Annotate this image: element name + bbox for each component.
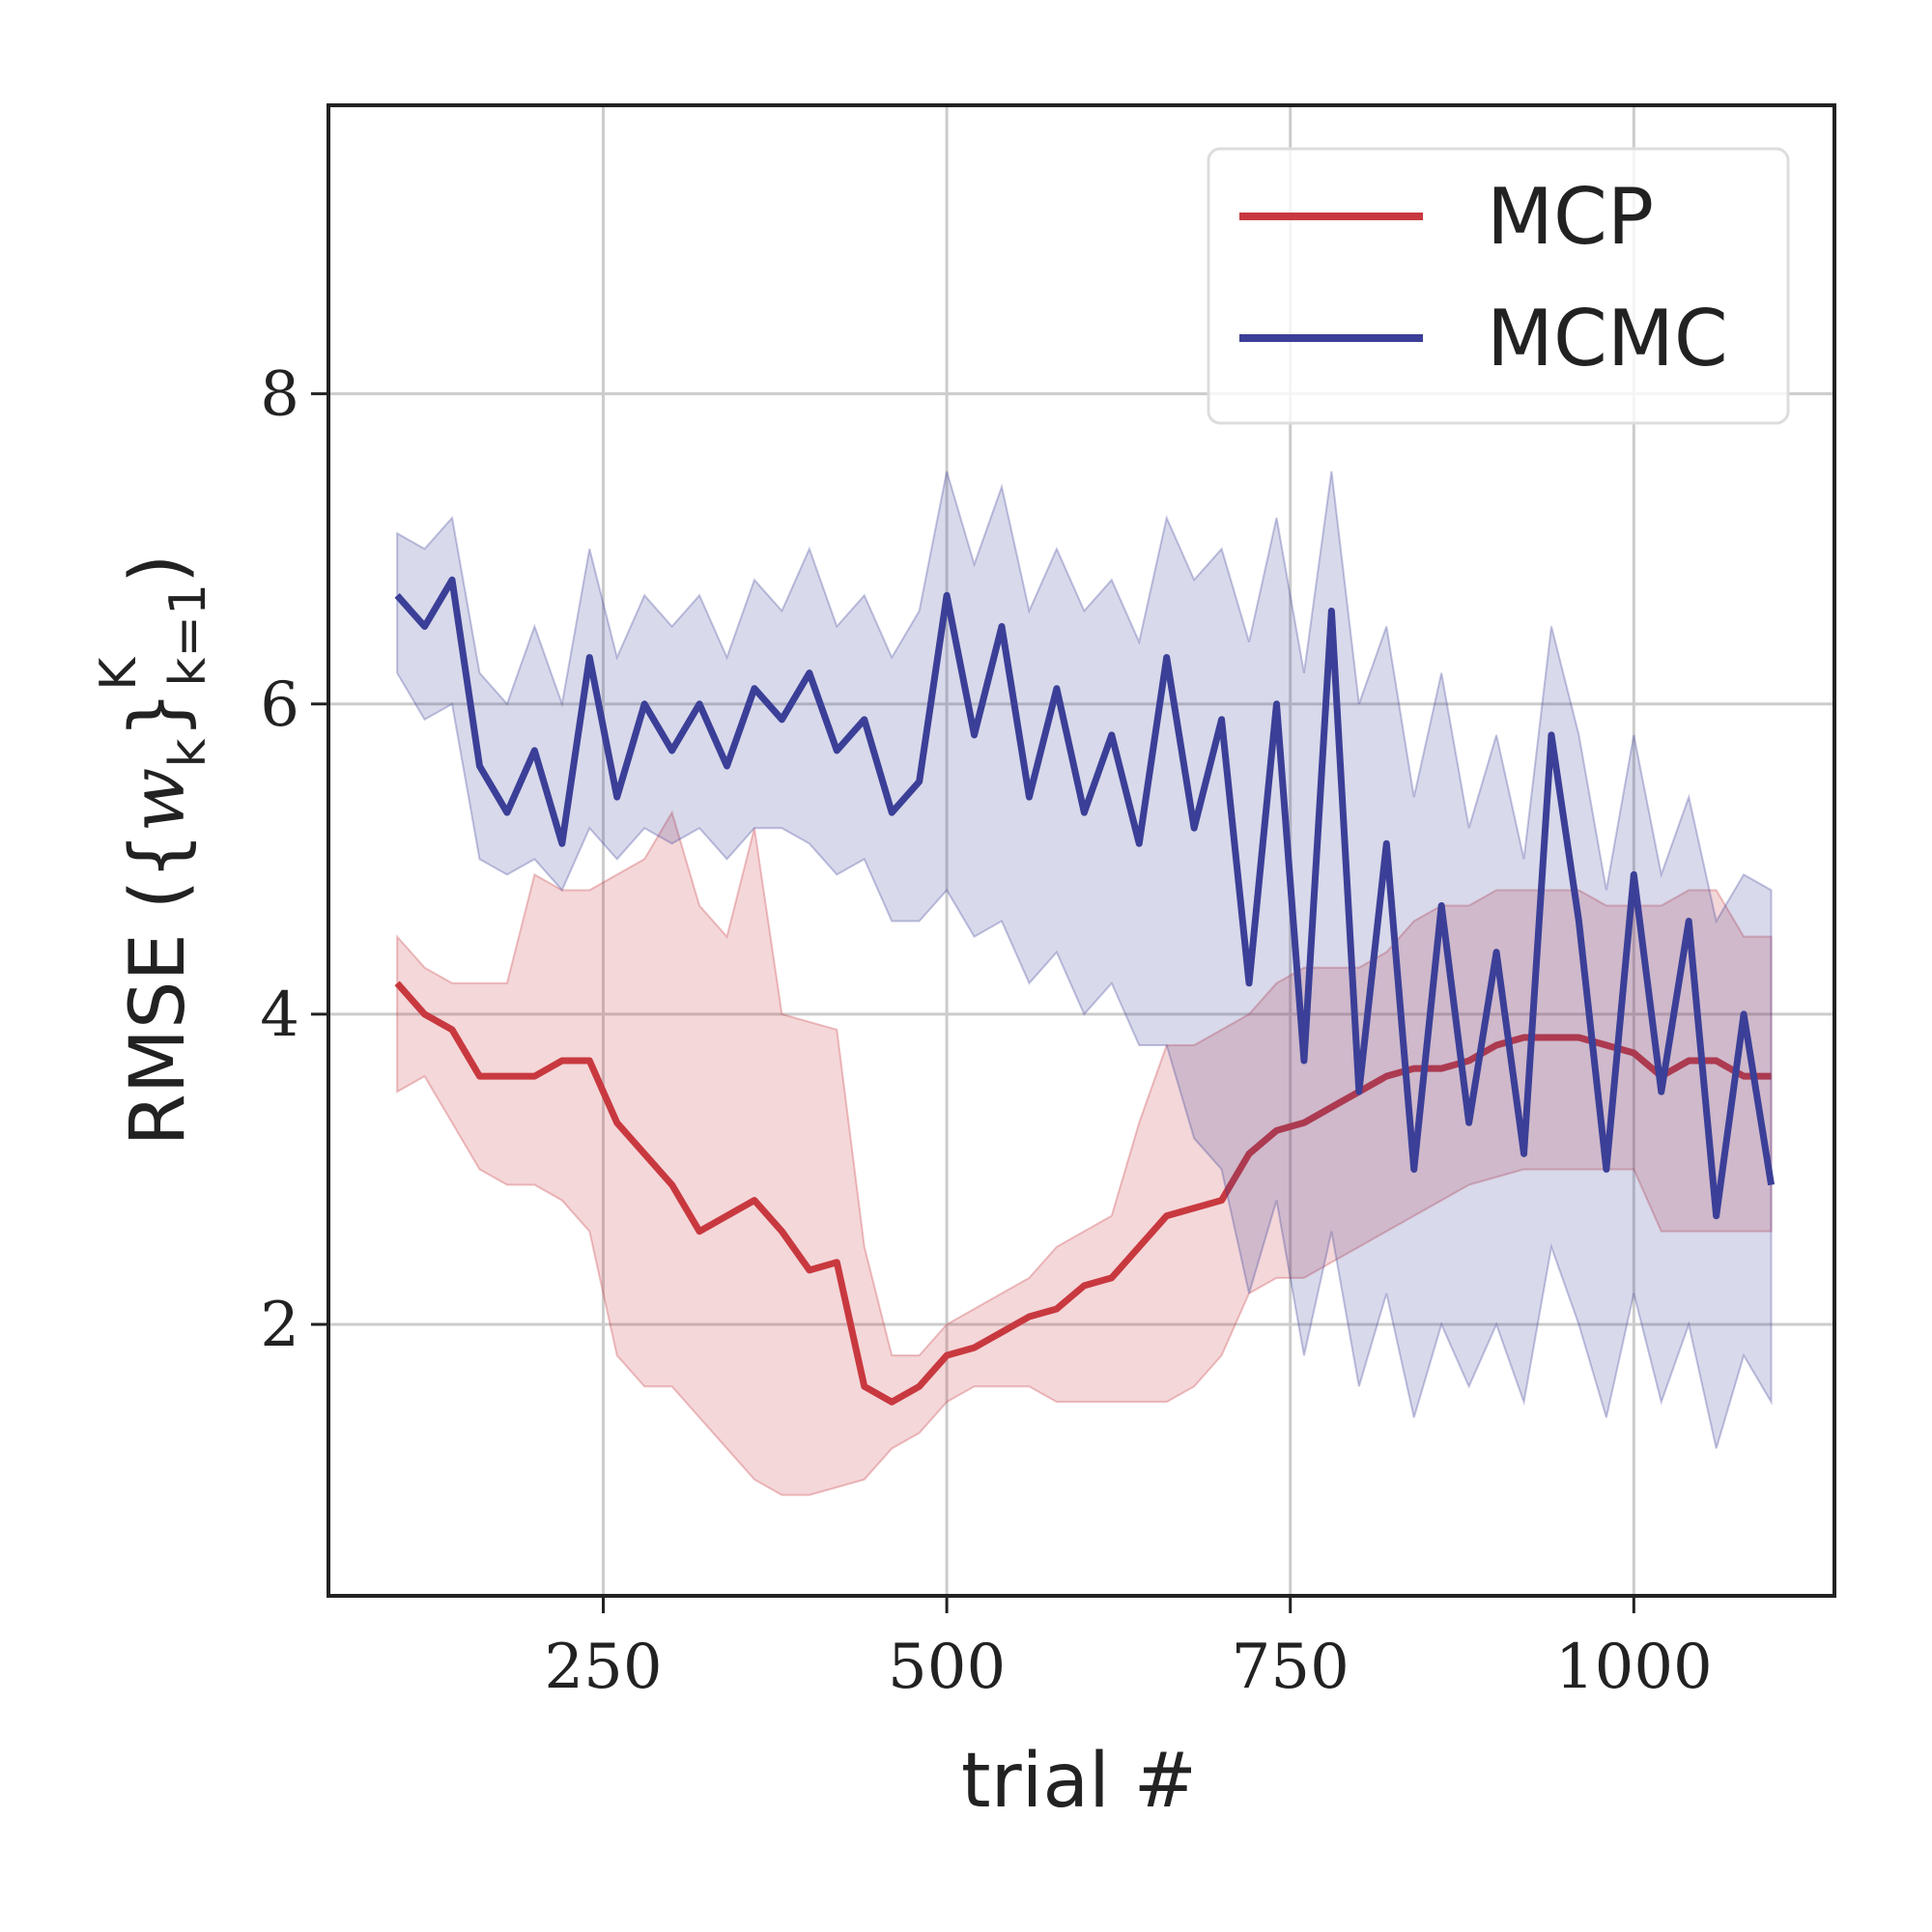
x-tick-label: 750 — [1232, 1632, 1350, 1703]
band — [396, 810, 1773, 1496]
y-tick-label: 4 — [260, 980, 299, 1051]
x-tick-label: 500 — [888, 1632, 1006, 1703]
legend-label: MCP — [1487, 172, 1654, 262]
y-label-part: w — [115, 768, 202, 833]
y-label-part: } — [115, 691, 202, 739]
y-tick-label: 6 — [260, 669, 299, 741]
y-axis-label: RMSE ({wk}K k=1) — [90, 554, 217, 1146]
y-tick-label: 8 — [260, 359, 299, 431]
y-label-part: k=1 — [159, 583, 217, 687]
line — [394, 980, 1772, 1406]
y-label-part: ) — [115, 554, 202, 582]
y-label-part: { — [115, 832, 202, 880]
line — [394, 576, 1776, 1220]
plot-frame — [327, 103, 1836, 1598]
x-tick-label: 1000 — [1555, 1632, 1713, 1703]
x-tick-label: 250 — [544, 1632, 662, 1703]
legend-label: MCMC — [1487, 294, 1728, 384]
y-label-part: K — [90, 656, 148, 691]
y-label-part: k — [159, 738, 217, 767]
x-axis-label: trial # — [961, 1738, 1197, 1825]
y-tick-label: 2 — [260, 1290, 299, 1361]
y-label-part: RMSE ( — [115, 880, 202, 1147]
band — [396, 470, 1773, 1449]
